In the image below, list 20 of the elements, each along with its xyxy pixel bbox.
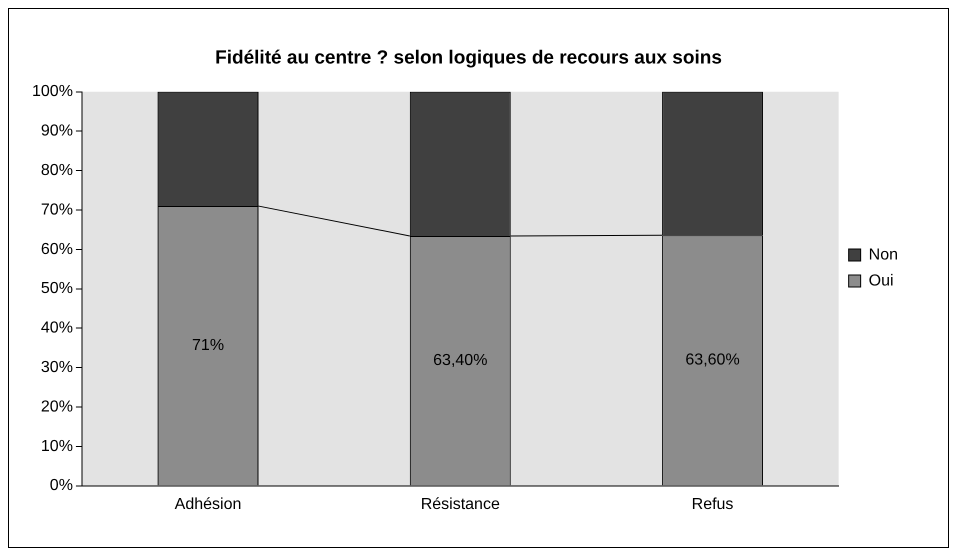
x-tick-label: Refus	[692, 496, 734, 513]
legend-label: Non	[868, 246, 898, 264]
y-tick-label: 0%	[50, 477, 73, 494]
data-label: 63,60%	[685, 352, 740, 369]
y-tick-label: 100%	[32, 83, 73, 100]
y-tick-label: 20%	[40, 398, 73, 416]
chart-title: Fidélité au centre ? selon logiques de recours aux soins	[215, 48, 722, 69]
x-tick-label: Adhésion	[174, 496, 242, 513]
legend-label: Oui	[868, 272, 894, 290]
data-label: 63,40%	[433, 352, 488, 370]
data-label: 71%	[192, 337, 224, 354]
x-tick-label: Résistance	[420, 496, 500, 513]
y-tick-label: 40%	[40, 320, 73, 337]
y-tick-label: 30%	[40, 359, 73, 376]
y-tick-label: 90%	[40, 122, 73, 140]
y-tick-label: 80%	[40, 162, 73, 180]
y-tick-label: 50%	[40, 280, 73, 298]
y-tick-label: 60%	[40, 240, 73, 258]
y-tick-label: 10%	[40, 438, 73, 455]
y-tick-label: 70%	[40, 201, 73, 218]
